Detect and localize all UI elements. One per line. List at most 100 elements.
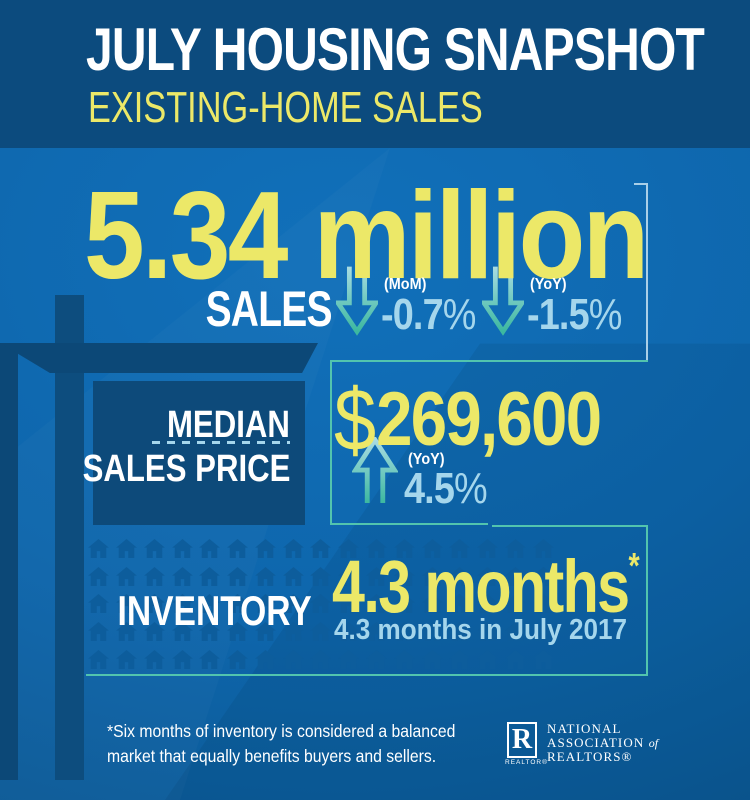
house-icon	[532, 539, 554, 559]
yoy-arrow-down-icon	[482, 266, 524, 336]
house-icon	[116, 539, 137, 559]
price-yoy-value: 4.5%	[404, 467, 488, 511]
house-icon	[116, 622, 137, 642]
house-icon	[144, 594, 165, 614]
nar-line2-caps: ASSOCIATION	[547, 734, 645, 750]
inventory-value: 4.3 months*	[332, 548, 640, 624]
house-icon	[338, 649, 360, 669]
house-icon	[310, 594, 332, 614]
house-icon	[171, 539, 193, 559]
house-icon	[338, 539, 360, 559]
house-icon	[449, 566, 471, 586]
house-icon	[227, 649, 249, 669]
house-icon	[366, 539, 387, 559]
house-icon	[88, 594, 110, 614]
house-grid	[85, 535, 557, 673]
house-icon	[532, 622, 554, 642]
sales-label: SALES	[205, 281, 333, 337]
house-icon	[116, 594, 137, 614]
price-yoy-arrow-up-icon	[352, 437, 398, 504]
inventory-number: 4.3 months	[332, 545, 630, 628]
house-icon	[393, 649, 415, 669]
house-icon	[310, 539, 332, 559]
house-icon	[255, 594, 276, 614]
house-icon	[449, 622, 471, 642]
house-icon	[421, 594, 443, 614]
house-icon	[310, 622, 332, 642]
house-icon	[171, 649, 193, 669]
sales-bracket-line	[646, 183, 648, 361]
median-label-line1: MEDIAN	[167, 404, 290, 446]
inventory-bracket-line	[86, 674, 648, 676]
median-bracket-line	[330, 523, 488, 525]
house-icon	[227, 594, 249, 614]
house-icon	[393, 622, 415, 642]
yoy-number: -1.5	[527, 290, 590, 339]
house-icon	[393, 566, 415, 586]
house-icon	[393, 594, 415, 614]
house-icon	[310, 566, 332, 586]
nar-logo: R REALTOR® NATIONAL ASSOCIATION of REALT…	[505, 720, 725, 780]
house-icon	[449, 594, 471, 614]
realtor-r-letter: R	[511, 724, 533, 755]
sign-crossbar	[0, 343, 318, 373]
house-icon	[477, 622, 498, 642]
house-icon	[449, 539, 471, 559]
house-icon	[171, 594, 193, 614]
house-icon	[199, 539, 221, 559]
mom-percent-sign: %	[442, 290, 477, 339]
house-icon	[366, 566, 387, 586]
median-label-line2: SALES PRICE	[82, 448, 290, 490]
inventory-asterisk: *	[628, 545, 640, 586]
house-icon	[199, 594, 221, 614]
house-icon	[504, 649, 526, 669]
house-icon	[532, 594, 554, 614]
house-icon	[144, 566, 165, 586]
house-icon	[282, 622, 304, 642]
yoy-value: -1.5%	[527, 293, 622, 337]
yoy-period-label: (YoY)	[530, 276, 567, 293]
house-icon	[449, 649, 471, 669]
nar-line2: ASSOCIATION of	[547, 734, 658, 751]
house-icon	[255, 539, 276, 559]
nar-association-text: NATIONAL ASSOCIATION of REALTORS®	[547, 722, 658, 764]
house-icon	[88, 539, 110, 559]
house-icon	[532, 649, 554, 669]
house-icon	[282, 539, 304, 559]
footnote-line1: *Six months of inventory is considered a…	[107, 721, 456, 741]
house-icon	[255, 622, 276, 642]
house-icon	[504, 539, 526, 559]
house-icon	[421, 539, 443, 559]
house-icon	[532, 566, 554, 586]
yoy-percent-sign: %	[588, 290, 623, 339]
sign-board	[93, 381, 305, 525]
nar-line3: REALTORS®	[547, 749, 633, 764]
house-icon	[504, 594, 526, 614]
house-icon	[144, 622, 165, 642]
house-icon	[227, 622, 249, 642]
house-icon	[199, 622, 221, 642]
house-icon	[477, 594, 498, 614]
footnote: *Six months of inventory is considered a…	[107, 719, 455, 769]
house-icon	[393, 539, 415, 559]
mom-period-label: (MoM)	[384, 276, 427, 293]
median-dashed-divider	[152, 441, 290, 444]
mom-number: -0.7	[381, 290, 444, 339]
house-icon	[171, 566, 193, 586]
sales-bracket-tick	[634, 183, 648, 185]
median-price-value: $269,600	[334, 376, 602, 464]
house-icon	[338, 622, 360, 642]
inventory-comparison: 4.3 months in July 2017	[334, 614, 628, 646]
price-number: 269,600	[376, 377, 602, 462]
house-icon	[421, 649, 443, 669]
house-icon	[88, 566, 110, 586]
house-icon	[504, 566, 526, 586]
footnote-line2: market that equally benefits buyers and …	[107, 746, 437, 766]
house-icon	[116, 649, 137, 669]
house-icon	[144, 539, 165, 559]
sales-unit: million	[313, 167, 650, 305]
sign-post	[55, 295, 84, 780]
house-icon	[282, 566, 304, 586]
house-icon	[88, 622, 110, 642]
